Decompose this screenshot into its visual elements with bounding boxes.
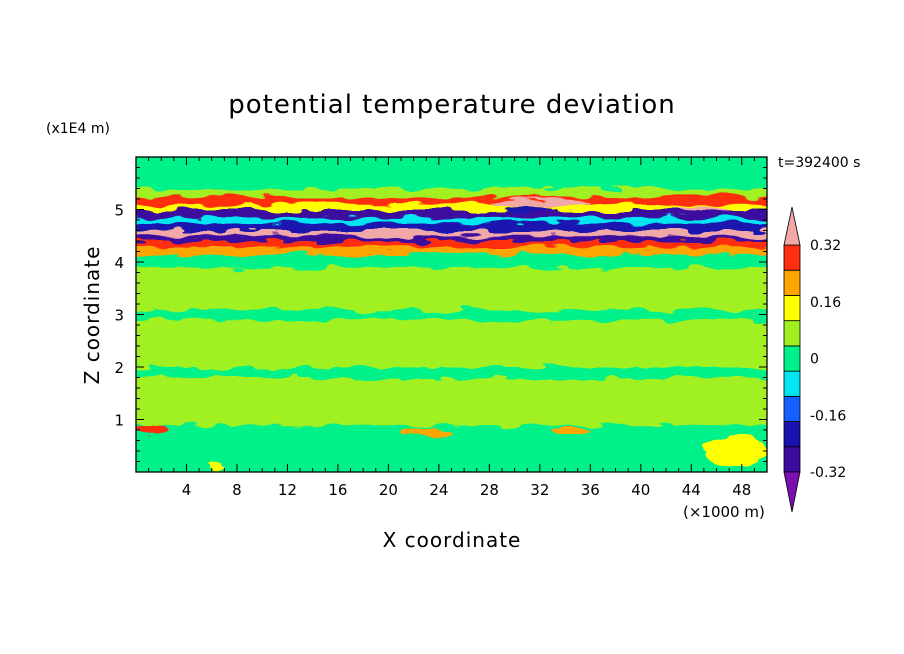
contour-band	[136, 309, 767, 321]
colorbar-segment	[783, 320, 801, 347]
colorbar-label: 0	[810, 352, 819, 368]
x-tick-label: 4	[182, 481, 192, 499]
x-axis: 4 8 12 16 20 24 28 32 36 40 44 48	[148, 157, 755, 499]
y-axis: 1 2 3 4 5	[114, 167, 767, 462]
colorbar-label: -0.16	[810, 408, 846, 424]
contour-band	[136, 254, 767, 268]
x-unit-label: (×1000 m)	[683, 503, 765, 521]
contour-band	[136, 419, 767, 426]
x-tick-label: 28	[480, 481, 499, 499]
contour-feature	[678, 206, 730, 213]
colorbar-segment	[783, 345, 801, 372]
x-tick-label: 40	[631, 481, 650, 499]
contour-features	[136, 199, 767, 472]
contour-feature	[552, 427, 591, 436]
contour-band	[136, 377, 767, 420]
contour-band	[136, 196, 767, 205]
colorbar-segment	[783, 395, 801, 422]
contour-bands	[136, 157, 767, 472]
contour-feature	[703, 435, 767, 467]
contour-band	[136, 230, 767, 237]
x-tick-label: 44	[682, 481, 701, 499]
contour-feature	[489, 199, 591, 207]
contour-band	[136, 267, 767, 310]
y-tick-label: 1	[114, 412, 124, 430]
contour-band	[136, 204, 767, 210]
colorbar-segment	[783, 421, 801, 448]
contour-feature	[211, 464, 225, 472]
contour-band	[136, 241, 767, 247]
colorbar-segment	[783, 269, 801, 296]
colorbar-label: 0.16	[810, 295, 841, 311]
contour-band	[136, 319, 767, 368]
contour-band	[136, 217, 767, 224]
colorbar: 0.32 0.16 0 -0.16 -0.32	[783, 206, 846, 513]
y-axis-label: Z coordinate	[80, 246, 104, 385]
x-tick-label: 20	[379, 481, 398, 499]
contour-feature	[136, 230, 187, 236]
contour-band	[136, 367, 767, 378]
y-tick-label: 2	[114, 359, 124, 377]
x-axis-label: X coordinate	[383, 528, 522, 552]
contour-feature	[136, 424, 168, 433]
contour-band	[136, 209, 767, 218]
x-tick-label: 48	[732, 481, 751, 499]
colorbar-segment	[783, 446, 801, 473]
contour-band	[136, 235, 767, 242]
x-tick-label: 16	[328, 481, 347, 499]
plot-area	[136, 157, 767, 472]
colorbar-segment	[783, 295, 801, 322]
colorbar-segment	[783, 244, 801, 271]
time-label: t=392400 s	[778, 155, 860, 171]
colorbar-label: -0.32	[810, 465, 846, 481]
colorbar-extend-min	[783, 471, 801, 513]
y-tick-label: 4	[114, 254, 124, 272]
chart-title: potential temperature deviation	[228, 90, 675, 120]
contour-band	[136, 246, 767, 255]
contour-feature	[401, 427, 452, 438]
contour-band	[136, 222, 767, 231]
colorbar-extend-max	[783, 206, 801, 246]
x-tick-label: 36	[581, 481, 600, 499]
x-tick-label: 12	[278, 481, 297, 499]
contour-band	[136, 188, 767, 197]
y-unit-label: (x1E4 m)	[46, 121, 110, 137]
x-tick-label: 24	[429, 481, 448, 499]
x-tick-label: 8	[232, 481, 242, 499]
colorbar-segment	[783, 370, 801, 397]
contour-band	[136, 157, 767, 189]
x-tick-label: 32	[530, 481, 549, 499]
colorbar-label: 0.32	[810, 238, 841, 254]
contour-feature	[501, 206, 553, 213]
y-tick-label: 5	[114, 202, 124, 220]
y-tick-label: 3	[114, 307, 124, 325]
